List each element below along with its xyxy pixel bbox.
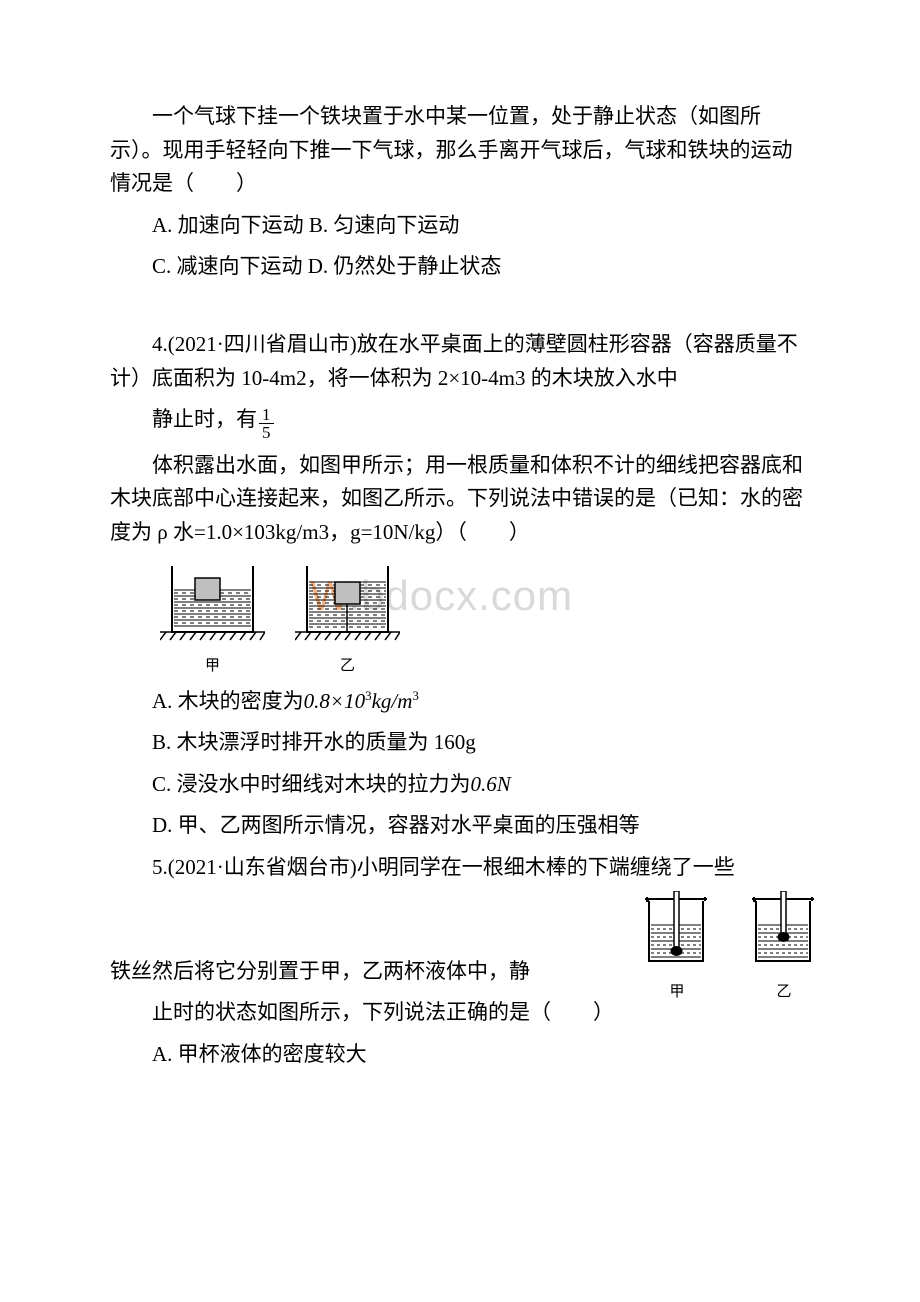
q5-figure-yi: 乙 xyxy=(748,891,820,1001)
q4-fraction-line: 静止时，有 1 5 xyxy=(110,403,810,441)
q5-wrapper: 5.(2021·山东省烟台市)小明同学在一根细木棒的下端缠绕了一些 xyxy=(110,851,810,1071)
q3-options-ab: A. 加速向下运动 B. 匀速向下运动 xyxy=(110,209,810,243)
q5-figures: 甲 xyxy=(641,891,820,1001)
q3-stem: 一个气球下挂一个铁块置于水中某一位置，处于静止状态（如图所示）。现用手轻轻向下推… xyxy=(110,100,810,201)
fraction-one-fifth: 1 5 xyxy=(259,406,274,441)
q4-opta-val: 0.8×10 xyxy=(304,689,365,713)
q4-opta-sup2: 3 xyxy=(412,688,419,703)
q5-caption-jia: 甲 xyxy=(641,980,713,1001)
q4-figure-yi: 乙 xyxy=(295,560,400,675)
q4-optc-pre: C. 浸没水中时细线对木块的拉力为 xyxy=(152,772,471,796)
q4-figure-jia: 甲 xyxy=(160,560,265,675)
q5-option-a: A. 甲杯液体的密度较大 xyxy=(110,1038,810,1072)
q4-opta-unit: kg/m xyxy=(372,689,413,713)
q3-options-cd: C. 减速向下运动 D. 仍然处于静止状态 xyxy=(110,250,810,284)
q4-caption-jia: 甲 xyxy=(160,654,265,675)
q5-stem-line3: 止时的状态如图所示，下列说法正确的是（ ） xyxy=(110,996,810,1030)
fraction-denominator: 5 xyxy=(259,424,274,441)
q4-caption-yi: 乙 xyxy=(295,654,400,675)
q5-caption-yi: 乙 xyxy=(748,980,820,1001)
q4-opta-pre: A. 木块的密度为 xyxy=(152,689,304,713)
fraction-numerator: 1 xyxy=(259,406,274,424)
q4-option-c: C. 浸没水中时细线对木块的拉力为0.6N xyxy=(110,768,810,802)
q4-option-d: D. 甲、乙两图所示情况，容器对水平桌面的压强相等 xyxy=(110,809,810,843)
q4-frac-pre: 静止时，有 xyxy=(110,403,257,441)
q5-stem-line1: 5.(2021·山东省烟台市)小明同学在一根细木棒的下端缠绕了一些 xyxy=(110,851,810,885)
q4-option-a: A. 木块的密度为0.8×103kg/m3 xyxy=(110,685,810,719)
q4-option-b: B. 木块漂浮时排开水的质量为 160g xyxy=(110,726,810,760)
q4-figure-row: W.bdocx.com xyxy=(160,560,810,675)
q5-figure-jia: 甲 xyxy=(641,891,713,1001)
q4-stem-part2: 体积露出水面，如图甲所示；用一根质量和体积不计的细线把容器底和木块底部中心连接起… xyxy=(110,449,810,550)
spacer xyxy=(110,292,810,328)
q5-line2-text: 铁丝然后将它分别置于甲，乙两杯液体中，静 xyxy=(110,955,530,989)
q4-optc-val: 0.6N xyxy=(471,772,511,796)
q4-stem-part1: 4.(2021·四川省眉山市)放在水平桌面上的薄壁圆柱形容器（容器质量不计）底面… xyxy=(110,328,810,395)
